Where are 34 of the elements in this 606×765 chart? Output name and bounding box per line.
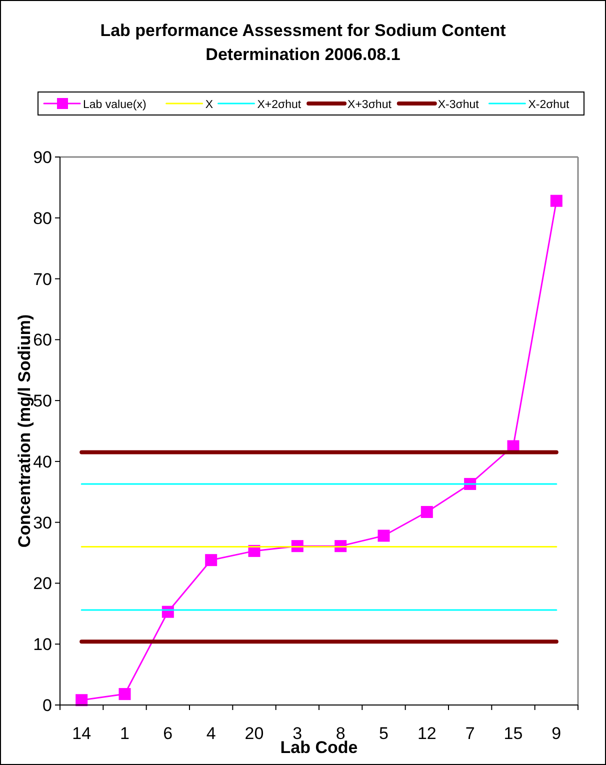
point <box>76 694 88 706</box>
x-tick-label: 12 <box>417 724 436 743</box>
x-tick-label: 14 <box>72 724 92 743</box>
y-tick-label: 20 <box>33 574 52 594</box>
legend-label: X-3σhut <box>438 99 480 111</box>
legend-label: X+3σhut <box>348 99 392 111</box>
legend-label: Lab value(x) <box>83 99 146 111</box>
y-tick-label: 70 <box>33 270 52 289</box>
chart-title: Lab performance Assessment for Sodium Content Determination 2006.08.1 <box>100 21 506 64</box>
point <box>550 194 562 207</box>
y-tick-label: 0 <box>42 696 52 715</box>
y-tick-label: 80 <box>33 208 52 228</box>
x-tick-label: 20 <box>244 724 264 743</box>
point <box>118 688 131 700</box>
legend-label: X+2σhut <box>257 99 302 111</box>
y-tick-label: 60 <box>33 330 52 350</box>
x-tick-label: 4 <box>206 724 216 743</box>
point <box>420 506 433 518</box>
y-axis-title: Concentration (mg/l Sodium) <box>15 314 34 548</box>
y-tick-label: 50 <box>33 392 52 411</box>
x-tick-label: 6 <box>163 724 173 743</box>
x-tick-label: 5 <box>379 724 388 743</box>
y-tick-label: 40 <box>33 452 52 472</box>
legend-label: X-2σhut <box>528 99 570 111</box>
x-tick-label: 1 <box>120 724 130 743</box>
legend-label: X <box>205 99 214 111</box>
y-tick-label: 30 <box>33 513 52 532</box>
x-tick-label: 15 <box>504 724 523 743</box>
point <box>378 530 390 542</box>
x-tick-label: 9 <box>552 724 562 743</box>
point <box>205 554 218 566</box>
y-tick-label: 10 <box>33 635 52 654</box>
y-tick-label: 90 <box>33 148 52 167</box>
x-tick-label: 7 <box>465 724 475 743</box>
